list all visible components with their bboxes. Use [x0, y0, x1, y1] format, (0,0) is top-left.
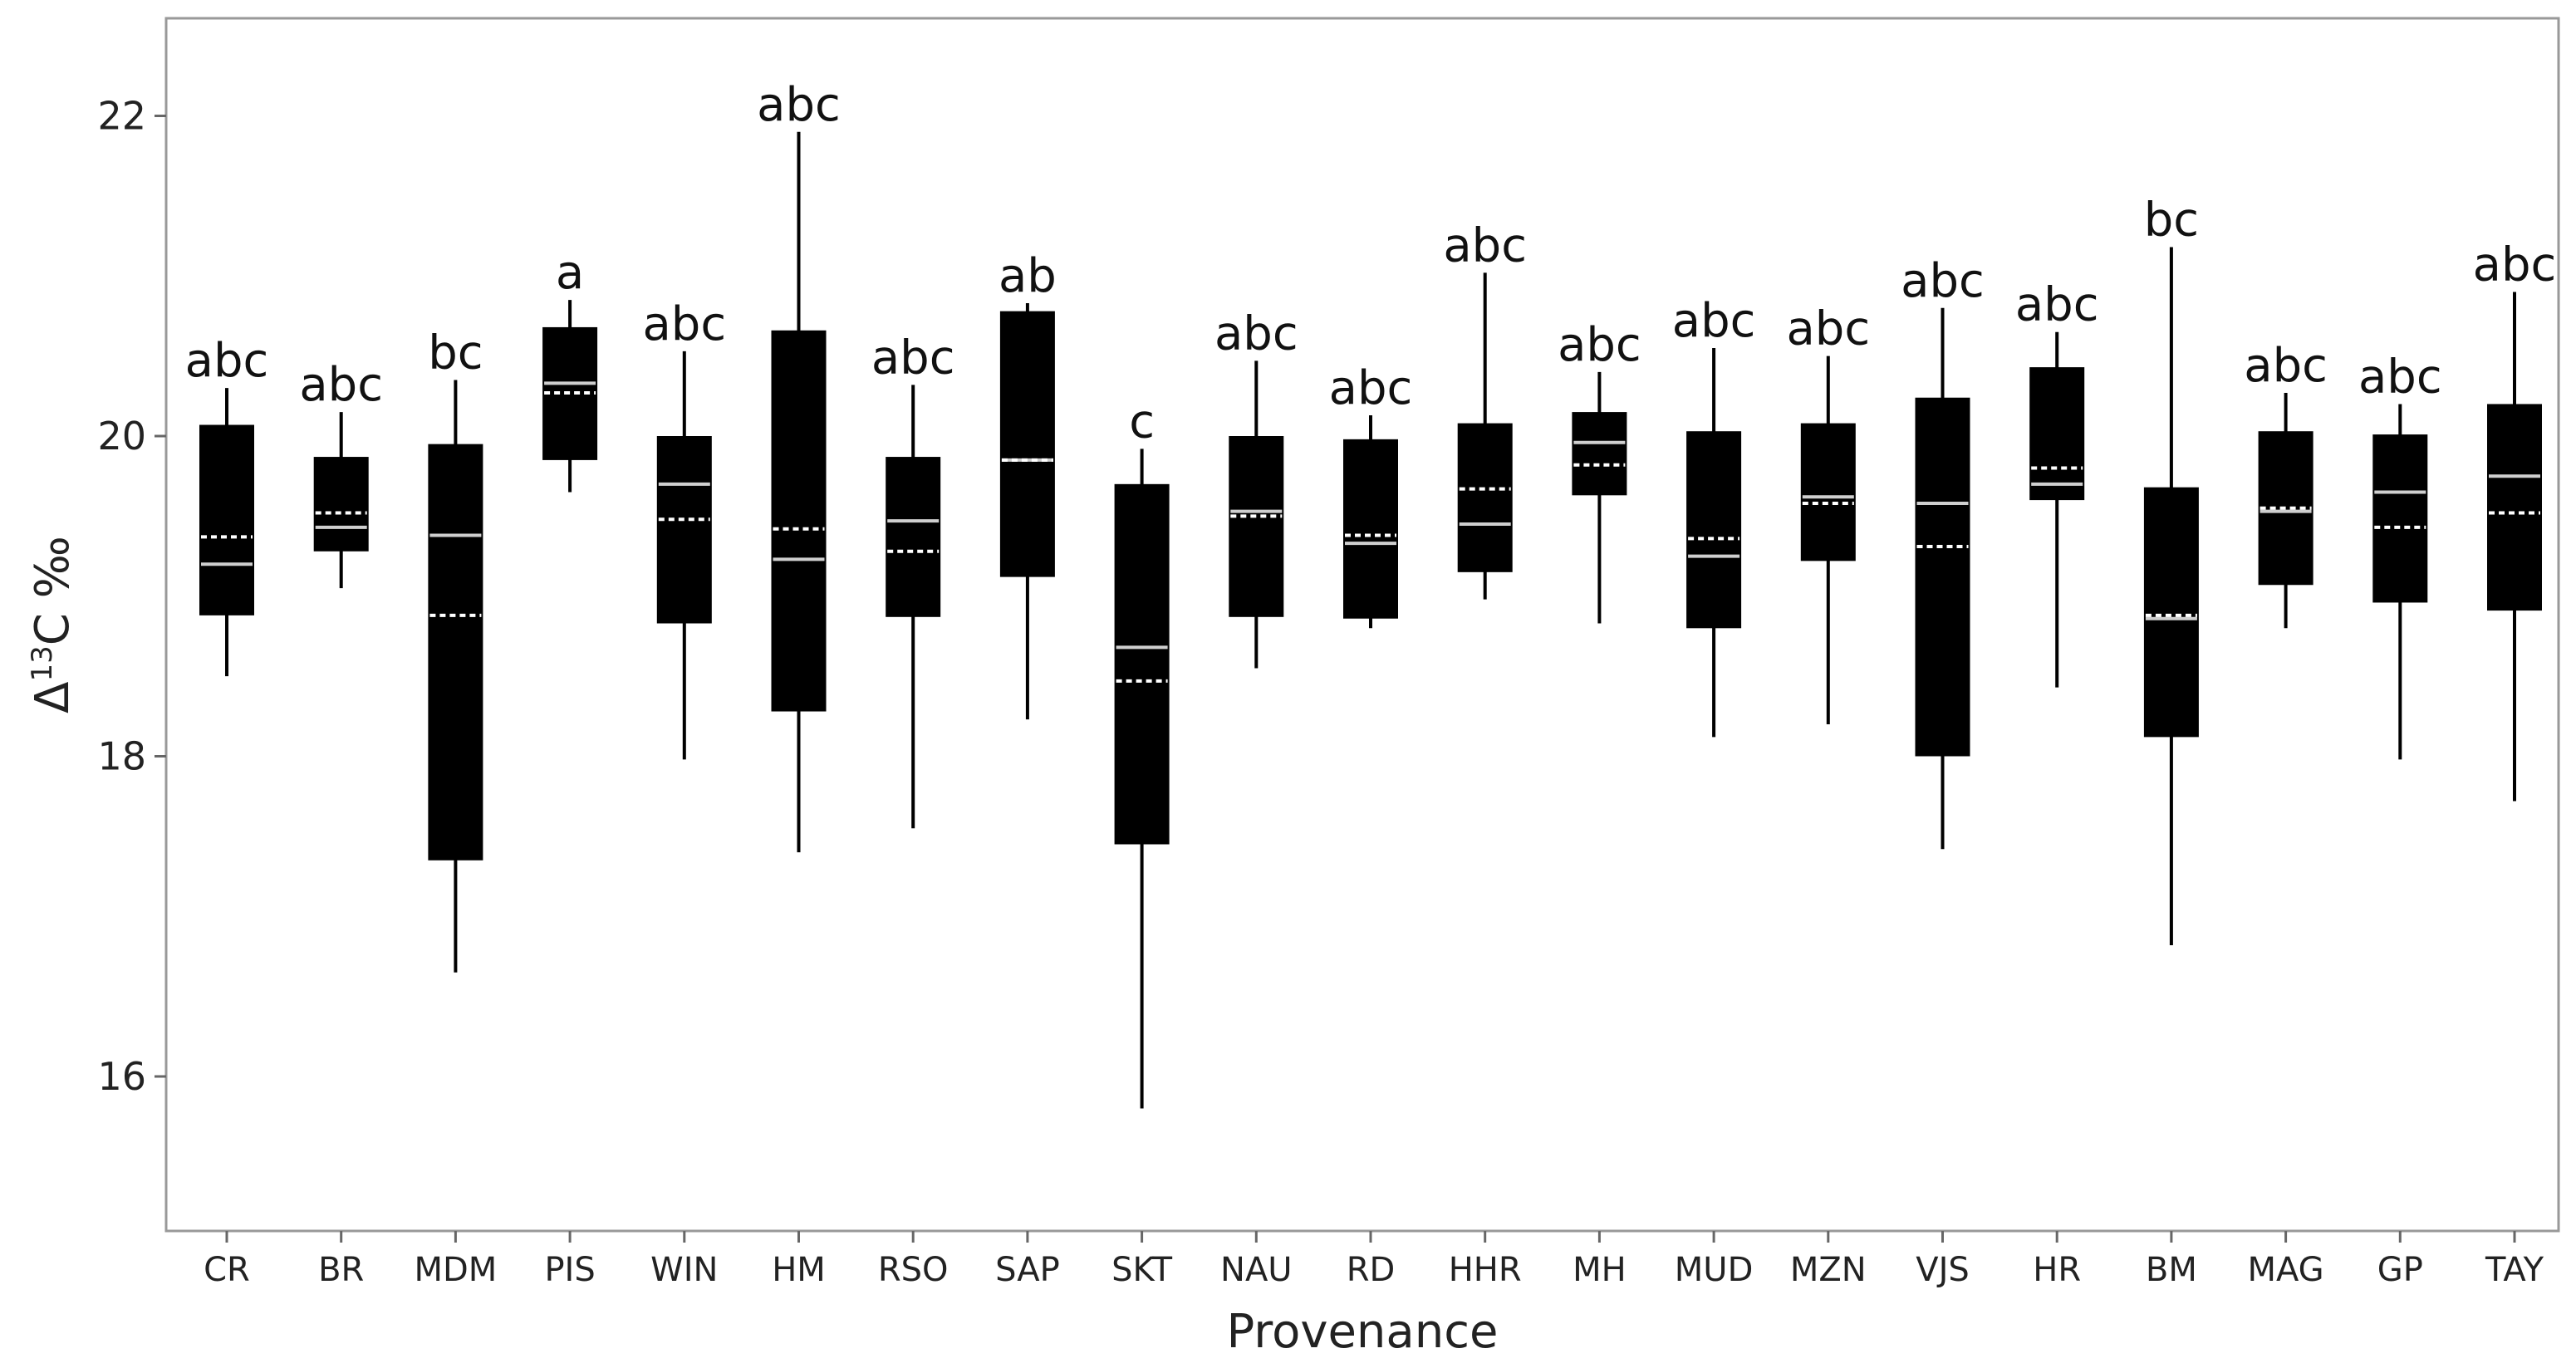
- x-tick-label: HM: [772, 1251, 826, 1289]
- x-tick-label: PIS: [544, 1251, 595, 1289]
- x-tick-label: NAU: [1220, 1251, 1293, 1289]
- box-rso: abc: [871, 331, 955, 829]
- box-iqr: [1343, 439, 1398, 619]
- box-skt: c: [1114, 395, 1170, 1109]
- box-hhr: abc: [1443, 218, 1527, 600]
- x-tick-label: RSO: [878, 1251, 949, 1289]
- x-tick-label: TAY: [2485, 1251, 2544, 1289]
- significance-label: abc: [871, 331, 955, 385]
- box-rd: abc: [1329, 361, 1413, 629]
- y-axis-title-superscript: 13: [26, 645, 59, 681]
- x-tick-label: HR: [2033, 1251, 2081, 1289]
- significance-label: abc: [185, 334, 269, 388]
- x-tick-label: BR: [318, 1251, 364, 1289]
- box-mag: abc: [2244, 339, 2328, 629]
- significance-label: abc: [1214, 306, 1298, 360]
- box-iqr: [199, 424, 254, 615]
- box-nau: abc: [1214, 306, 1298, 669]
- x-tick-label: HHR: [1449, 1251, 1522, 1289]
- significance-label: bc: [428, 326, 483, 380]
- y-axis-title: Δ13C ‰: [26, 536, 80, 713]
- x-tick-label: CR: [204, 1251, 250, 1289]
- box-iqr: [1686, 431, 1742, 629]
- y-tick-label: 20: [97, 414, 146, 458]
- box-iqr: [1915, 397, 1970, 757]
- significance-label: abc: [757, 78, 841, 132]
- box-mdm: bc: [428, 326, 483, 973]
- box-iqr: [2372, 434, 2428, 603]
- box-hm: abc: [757, 78, 841, 853]
- x-tick-label: MUD: [1675, 1251, 1754, 1289]
- y-axis: 16 18 20 22: [97, 94, 166, 1099]
- x-tick-label: VJS: [1916, 1251, 1970, 1289]
- box-iqr: [313, 457, 369, 552]
- significance-label: abc: [2473, 238, 2557, 292]
- box-br: abc: [299, 358, 383, 589]
- box-iqr: [428, 444, 483, 861]
- box-iqr: [656, 436, 712, 624]
- x-tick-label: SKT: [1111, 1251, 1173, 1289]
- box-iqr: [2487, 404, 2542, 611]
- plot-frame: [164, 17, 2560, 1233]
- box-iqr: [1457, 423, 1513, 572]
- significance-label: bc: [2144, 194, 2199, 248]
- y-axis-title-suffix: C ‰: [26, 536, 80, 645]
- significance-label: abc: [1443, 218, 1527, 272]
- significance-label: ab: [999, 249, 1057, 303]
- x-axis-title: Provenance: [1227, 1305, 1499, 1359]
- x-axis: CR BR MDM PIS WIN HM RSO SAP SKT NAU RD HHR MH MUD MZN…: [204, 1231, 2544, 1289]
- box-iqr: [2029, 367, 2085, 501]
- x-tick-label: MH: [1573, 1251, 1627, 1289]
- significance-label: abc: [1672, 294, 1756, 348]
- significance-label: abc: [2015, 278, 2099, 332]
- significance-label: c: [1129, 395, 1155, 449]
- box-mud: abc: [1672, 294, 1756, 738]
- x-tick-label: MDM: [414, 1251, 497, 1289]
- box-vjs: abc: [1901, 254, 1985, 850]
- significance-label: abc: [1786, 302, 1870, 356]
- y-axis-title-prefix: Δ: [26, 682, 80, 713]
- x-tick-label: WIN: [650, 1251, 718, 1289]
- box-gp: abc: [2358, 350, 2442, 760]
- x-tick-label: SAP: [995, 1251, 1060, 1289]
- box-iqr: [999, 311, 1055, 577]
- box-pis: a: [542, 246, 598, 493]
- box-iqr: [1800, 423, 1856, 561]
- significance-label: abc: [642, 297, 726, 351]
- x-tick-label: RD: [1347, 1251, 1396, 1289]
- significance-label: abc: [1558, 318, 1641, 372]
- box-iqr: [1229, 436, 1284, 617]
- box-bm: bc: [2144, 194, 2199, 945]
- box-mzn: abc: [1786, 302, 1870, 724]
- box-iqr: [2143, 487, 2199, 738]
- y-tick-label: 18: [97, 734, 146, 779]
- y-tick-label: 16: [97, 1054, 146, 1099]
- box-cr: abc: [185, 334, 269, 677]
- significance-label: abc: [1901, 254, 1985, 308]
- x-tick-label: GP: [2377, 1251, 2423, 1289]
- box-win: abc: [642, 297, 726, 760]
- x-tick-label: MZN: [1790, 1251, 1867, 1289]
- x-tick-label: MAG: [2248, 1251, 2324, 1289]
- significance-label: a: [556, 246, 584, 300]
- y-tick-label: 22: [97, 94, 146, 139]
- box-hr: abc: [2015, 278, 2099, 688]
- box-sap: ab: [999, 249, 1057, 720]
- significance-label: abc: [1329, 361, 1413, 415]
- significance-label: abc: [299, 358, 383, 412]
- box-iqr: [1114, 483, 1170, 845]
- x-tick-label: BM: [2146, 1251, 2197, 1289]
- box-iqr: [1572, 412, 1627, 496]
- box-iqr: [771, 330, 827, 712]
- box-tay: abc: [2473, 238, 2557, 802]
- significance-label: abc: [2358, 350, 2442, 404]
- significance-label: abc: [2244, 339, 2328, 393]
- box-mh: abc: [1558, 318, 1641, 624]
- box-iqr: [886, 457, 941, 617]
